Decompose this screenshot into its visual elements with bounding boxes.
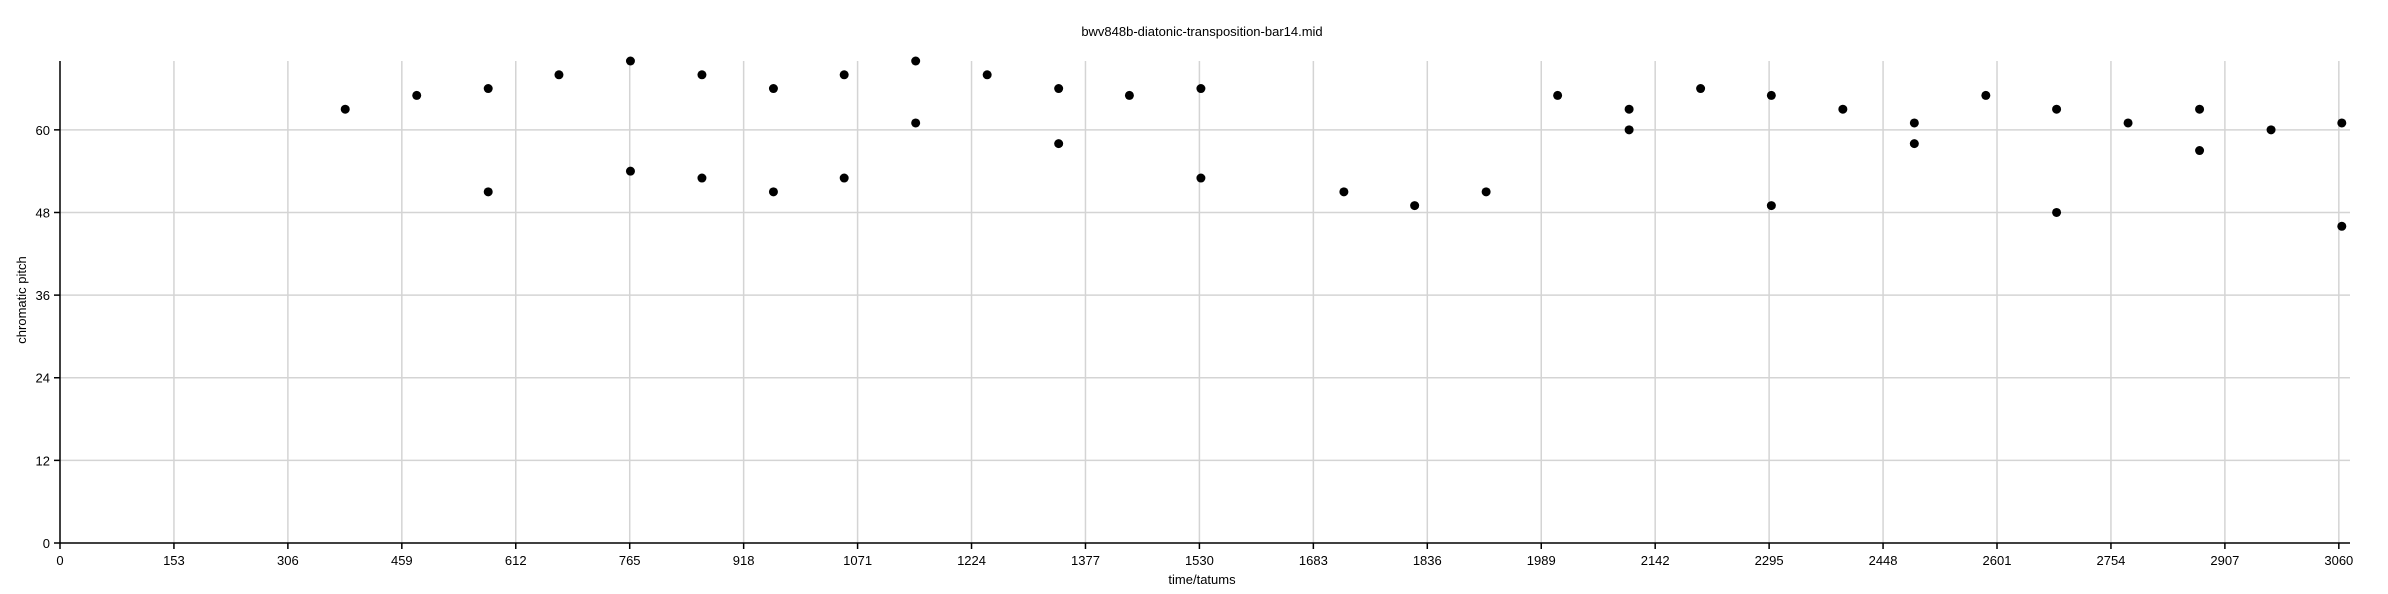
x-tick-label: 918 <box>733 553 755 568</box>
x-axis-label: time/tatums <box>1168 572 1236 587</box>
x-tick-label: 2907 <box>2210 553 2239 568</box>
x-tick-label: 612 <box>505 553 527 568</box>
data-point <box>1410 201 1420 211</box>
data-point <box>1124 90 1134 100</box>
data-point <box>1696 84 1706 94</box>
data-point <box>1909 118 1919 128</box>
chart-title: bwv848b-diatonic-transposition-bar14.mid <box>1081 24 1322 39</box>
data-point <box>1196 173 1206 183</box>
data-point <box>839 70 849 80</box>
point-layer <box>340 56 2347 231</box>
data-point <box>1196 84 1206 94</box>
x-tick-label: 1836 <box>1413 553 1442 568</box>
data-point <box>697 173 707 183</box>
data-point <box>2266 125 2276 135</box>
y-tick-label: 60 <box>36 123 50 138</box>
x-tick-label: 153 <box>163 553 185 568</box>
x-tick-label: 765 <box>619 553 641 568</box>
data-point <box>1838 104 1848 114</box>
x-tick-label: 3060 <box>2324 553 2353 568</box>
data-point <box>625 166 635 176</box>
data-point <box>839 173 849 183</box>
x-tick-label: 2142 <box>1641 553 1670 568</box>
x-tick-label: 1377 <box>1071 553 1100 568</box>
data-point <box>412 90 422 100</box>
y-tick-label: 24 <box>36 371 50 386</box>
data-point <box>1339 187 1349 197</box>
data-point <box>1766 201 1776 211</box>
data-point <box>340 104 350 114</box>
data-point <box>1054 139 1064 149</box>
data-point <box>2195 146 2205 156</box>
data-point <box>1624 104 1634 114</box>
data-point <box>483 187 493 197</box>
data-point <box>554 70 564 80</box>
x-tick-label: 2601 <box>1983 553 2012 568</box>
data-point <box>483 84 493 94</box>
x-tick-label: 0 <box>56 553 63 568</box>
x-tick-label: 2754 <box>2096 553 2125 568</box>
axis-layer: 0 153 306 459 612 765 918 1071 1224 1377 1530 1683 1… <box>36 61 2353 568</box>
x-tick-label: 1071 <box>843 553 872 568</box>
x-tick-label: 1989 <box>1527 553 1556 568</box>
data-point <box>2123 118 2133 128</box>
y-tick-label: 36 <box>36 288 50 303</box>
data-point <box>1481 187 1491 197</box>
x-tick-label: 1683 <box>1299 553 1328 568</box>
data-point <box>1624 125 1634 135</box>
data-point <box>2195 104 2205 114</box>
data-point <box>1054 84 1064 94</box>
x-tick-label: 459 <box>391 553 413 568</box>
data-point <box>911 118 921 128</box>
data-point <box>2337 118 2347 128</box>
data-point <box>1553 90 1563 100</box>
y-tick-label: 12 <box>36 453 50 468</box>
data-point <box>1909 139 1919 149</box>
data-point <box>768 84 778 94</box>
data-point <box>911 56 921 66</box>
x-tick-label: 1224 <box>957 553 986 568</box>
x-tick-label: 306 <box>277 553 299 568</box>
data-point <box>768 187 778 197</box>
data-point <box>697 70 707 80</box>
data-point <box>2337 221 2347 231</box>
data-point <box>1766 90 1776 100</box>
y-tick-label: 48 <box>36 205 50 220</box>
x-tick-label: 2448 <box>1869 553 1898 568</box>
data-point <box>1981 90 1991 100</box>
data-point <box>2052 104 2062 114</box>
y-axis-label: chromatic pitch <box>14 256 29 343</box>
data-point <box>625 56 635 66</box>
x-tick-label: 1530 <box>1185 553 1214 568</box>
data-point <box>982 70 992 80</box>
grid-layer <box>60 61 2350 543</box>
y-tick-label: 0 <box>43 536 50 551</box>
x-tick-label: 2295 <box>1755 553 1784 568</box>
data-point <box>2052 207 2062 217</box>
